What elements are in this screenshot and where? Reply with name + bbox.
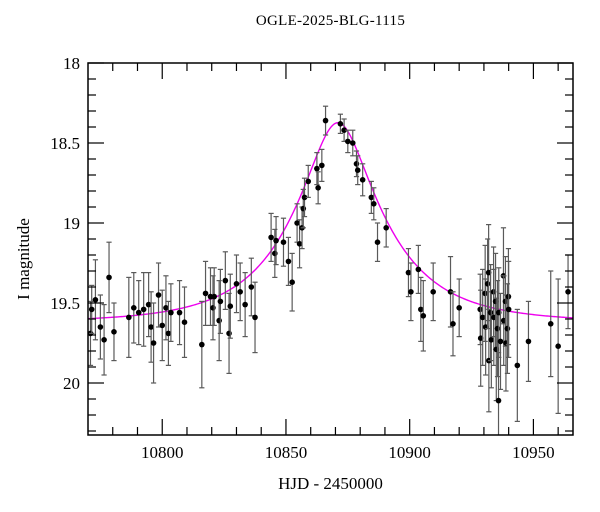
data-point [314,165,320,172]
data-point [547,321,554,327]
y-tick-label: 18.5 [50,134,80,153]
data-point [210,305,216,311]
data-point [418,306,424,313]
data-point [97,324,104,330]
plot-frame [87,62,574,436]
data-point [92,297,99,303]
data-point [227,303,234,310]
data-point [525,338,532,345]
data-point [488,337,495,343]
data-point [111,329,117,335]
data-point [155,292,162,298]
data-point [181,319,188,326]
y-tick-label: 18 [63,54,80,73]
data-point [216,317,222,324]
data-point [337,121,344,127]
chart-title: OGLE-2025-BLG-1115 [255,13,406,29]
data-point [199,341,205,348]
data-point [294,220,300,226]
data-point [252,314,258,321]
data-point [289,279,295,286]
data-point [106,274,112,281]
data-point [222,277,229,284]
data-point [408,289,414,295]
x-axis-label: HJD - 2450000 [278,474,383,493]
data-point [504,325,511,332]
data-point [505,306,512,313]
data-point [176,309,183,316]
data-point [405,269,412,276]
data-point [315,185,321,191]
data-point [341,127,347,133]
data-point [285,258,292,265]
data-point [322,117,329,124]
data-point [345,138,351,145]
data-point [211,293,217,300]
data-point [484,281,491,287]
x-tick-label: 10950 [512,443,555,462]
data-point [202,290,209,297]
data-point [374,239,381,245]
data-point [479,314,486,321]
data-point [565,289,571,295]
data-point [430,289,436,295]
data-point [140,306,147,313]
data-point [150,340,157,346]
data-point [130,305,137,311]
data-point [415,266,422,273]
data-point [555,343,561,350]
data-point [359,177,366,183]
data-point [349,140,356,146]
data-point [148,324,154,330]
data-point [296,241,303,247]
y-tick-label: 19.5 [50,294,80,313]
data-point [280,239,287,245]
x-tick-label: 10900 [388,443,431,462]
data-point [301,194,308,201]
data-point [305,178,312,185]
data-point [145,301,152,308]
data-point [319,162,325,169]
model-curve [88,122,573,320]
data-point [497,338,504,345]
data-point [450,321,456,327]
data-point [353,161,360,167]
data-point [272,250,278,257]
data-point [495,397,502,404]
data-point [383,225,389,231]
data-point [248,284,255,290]
data-point [159,322,166,329]
y-tick-label: 20 [63,374,80,393]
data-point [487,309,494,316]
data-point [494,325,501,332]
data-layer [88,105,573,435]
data-point [514,362,521,369]
data-point [101,337,107,343]
data-point [88,306,95,313]
data-point [163,305,169,311]
data-point [268,234,274,241]
y-axis-label: I magnitude [14,218,33,300]
data-point [135,309,142,316]
data-point [368,194,375,201]
data-point [233,281,240,287]
x-tick-label: 10800 [141,443,184,462]
data-point [226,330,232,337]
data-point [217,298,224,305]
data-point [371,201,377,207]
x-tick-label: 10850 [265,443,308,462]
y-tick-label: 19 [63,214,80,233]
data-point [420,313,427,319]
data-point [126,314,132,321]
data-point [168,309,174,316]
data-point [165,330,172,337]
data-point [237,289,243,295]
data-point [273,237,279,244]
data-point [354,167,361,173]
data-point [456,305,462,311]
data-point [300,205,307,212]
data-point [242,301,248,308]
